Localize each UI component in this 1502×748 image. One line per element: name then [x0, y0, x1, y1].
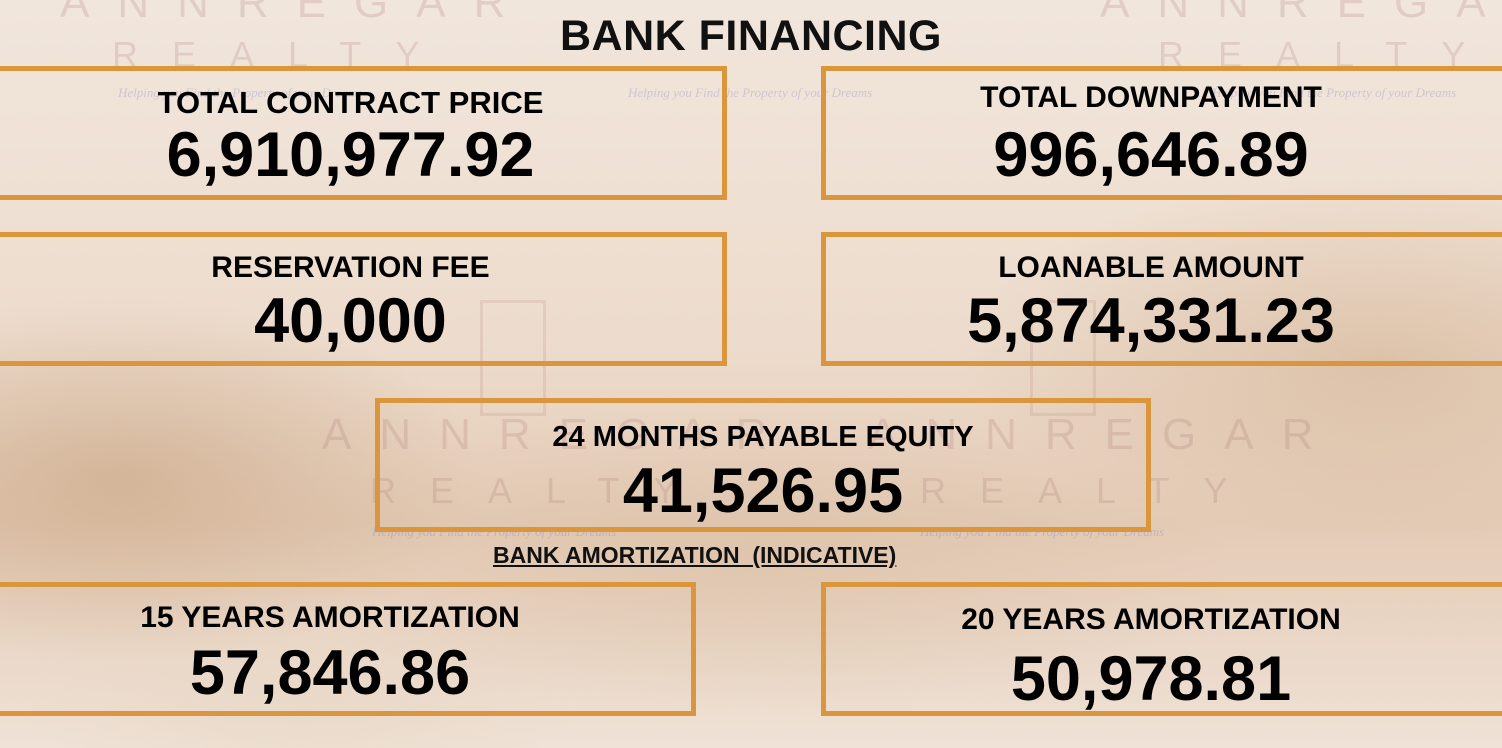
watermark-tagline: Helping you Find the Property of your Dr…: [118, 85, 363, 100]
watermark-building-icon: [1030, 300, 1096, 416]
total-contract-price-label: TOTAL CONTRACT PRICE: [157, 85, 544, 120]
watermark-brand-text: ANNREGAR: [1100, 0, 1502, 27]
page-title: BANK FINANCING: [559, 12, 943, 60]
payable-equity-label: 24 MONTHS PAYABLE EQUITY: [552, 421, 974, 453]
amortization-15-years-label: 15 YEARS AMORTIZATION: [140, 601, 520, 634]
payable-equity-value: 41,526.95: [622, 456, 904, 526]
total-downpayment-label: TOTAL DOWNPAYMENT: [980, 81, 1322, 114]
reservation-fee-card: RESERVATION FEE 40,000: [0, 232, 727, 366]
amortization-15-years-value: 57,846.86: [189, 638, 471, 708]
total-contract-price-card: TOTAL CONTRACT PRICE 6,910,977.92: [0, 66, 727, 200]
reservation-fee-label: RESERVATION FEE: [211, 251, 490, 284]
bank-amortization-heading: BANK AMORTIZATION (INDICATIVE): [493, 542, 897, 568]
watermark-tagline: Helping you Find the Property of your Dr…: [1212, 85, 1457, 100]
total-downpayment-value: 996,646.89: [993, 120, 1309, 190]
loanable-amount-label: LOANABLE AMOUNT: [998, 251, 1304, 284]
amortization-20-years-label: 20 YEARS AMORTIZATION: [961, 603, 1341, 636]
amortization-20-years-value: 50,978.81: [1010, 644, 1292, 714]
watermark-brand-text: ANNREGAR: [322, 410, 796, 459]
watermark-tagline: Helping you Find the Property of your Dr…: [628, 85, 873, 100]
loanable-amount-value: 5,874,331.23: [967, 286, 1335, 356]
payable-equity-card: 24 MONTHS PAYABLE EQUITY 41,526.95: [375, 398, 1151, 532]
watermark-sub-text: REALTY: [920, 470, 1262, 511]
amortization-20-years-card: 20 YEARS AMORTIZATION 50,978.81: [821, 582, 1502, 716]
reservation-fee-value: 40,000: [254, 286, 447, 356]
watermark-brand-text: ANNREGAR: [60, 0, 534, 27]
amortization-15-years-card: 15 YEARS AMORTIZATION 57,846.86: [0, 582, 696, 716]
total-downpayment-card: TOTAL DOWNPAYMENT 996,646.89: [821, 66, 1502, 200]
watermark-building-icon: [480, 300, 546, 416]
loanable-amount-card: LOANABLE AMOUNT 5,874,331.23: [821, 232, 1502, 366]
watermark-brand-text: ANNREGAR: [868, 410, 1342, 459]
watermark-sub-text: REALTY: [370, 470, 712, 511]
total-contract-price-value: 6,910,977.92: [166, 120, 535, 190]
